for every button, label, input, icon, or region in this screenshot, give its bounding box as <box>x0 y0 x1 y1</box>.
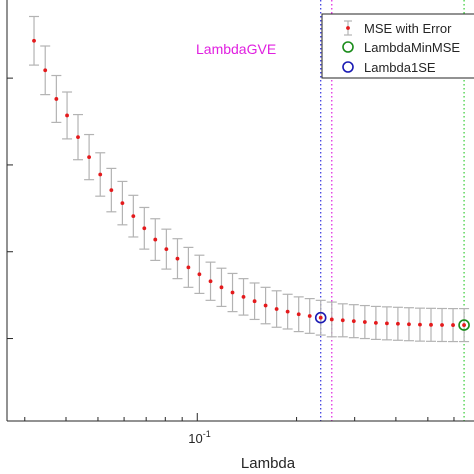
mse-point <box>43 68 48 73</box>
mse-point <box>54 97 59 101</box>
mse-point-group <box>62 91 73 140</box>
mse-point-group <box>437 307 448 343</box>
mse-point-group <box>117 180 128 226</box>
mse-point <box>340 318 345 323</box>
legend-label: MSE with Error <box>364 21 452 36</box>
mse-point <box>451 323 455 327</box>
mse-point-group <box>370 305 381 341</box>
mse-point-group <box>183 246 194 288</box>
mse-point-group <box>293 296 304 333</box>
axes: 10-1 <box>6 0 474 446</box>
mse-point-group <box>139 206 150 250</box>
legend-min-mse-glyph <box>342 41 354 53</box>
mse-point-group <box>448 307 459 343</box>
mse-point <box>329 317 334 322</box>
mse-point-group <box>337 303 348 338</box>
mse-point <box>263 303 268 308</box>
legend-mse-dot <box>346 26 350 30</box>
mse-point <box>109 188 114 193</box>
mse-point-group <box>282 293 293 330</box>
legend-label: Lambda1SE <box>364 60 436 75</box>
mse-point-group <box>128 194 139 238</box>
mse-point-group <box>40 45 51 96</box>
legend-mse-glyph <box>344 20 352 36</box>
mse-point-group <box>73 113 84 161</box>
mse-point-group <box>260 286 271 325</box>
mse-point-group <box>426 307 437 342</box>
mse-point <box>274 307 279 311</box>
mse-point <box>396 321 400 326</box>
mse-point <box>296 312 301 317</box>
mse-point-group <box>271 290 282 328</box>
mse-point <box>407 322 411 327</box>
mse-point-group <box>194 254 205 294</box>
mse-point <box>429 322 433 327</box>
mse-point <box>241 294 246 299</box>
mse-point-group <box>315 299 326 336</box>
mse-point-group <box>381 306 392 341</box>
mse-point <box>462 323 466 327</box>
mse-point <box>418 322 422 327</box>
x-axis-label: Lambda <box>241 455 296 472</box>
lambda-1se-marker <box>314 311 327 324</box>
mse-point-group <box>403 307 414 342</box>
mse-point <box>252 299 257 304</box>
mse-point <box>98 172 103 177</box>
mse-point-group <box>172 238 183 280</box>
mse-point-group <box>161 228 172 270</box>
mse-point-group <box>348 304 359 339</box>
mse-point-group <box>304 298 315 334</box>
mse-point-group <box>29 15 40 66</box>
mse-point-group <box>95 152 106 197</box>
mse-point-group <box>205 261 216 301</box>
mse-point-group <box>414 307 425 342</box>
mse-point <box>87 155 91 160</box>
data-marks <box>29 0 470 421</box>
mse-point <box>76 135 80 140</box>
mse-point <box>175 256 180 261</box>
mse-point <box>65 113 69 118</box>
lambda-min-mse-marker <box>458 319 470 331</box>
x-tick-label: 10-1 <box>188 429 210 446</box>
mse-point <box>32 38 36 43</box>
legend-box <box>321 13 474 79</box>
mse-point-group <box>216 267 227 308</box>
mse-point <box>385 321 389 326</box>
mse-point <box>153 237 158 242</box>
legend-1se-glyph <box>342 61 354 73</box>
mse-point <box>219 285 224 290</box>
mse-point-group <box>84 133 95 181</box>
mse-point-group <box>459 307 470 343</box>
mse-point <box>307 314 312 318</box>
legend: MSE with Error LambdaMinMSE Lambda1SE <box>321 13 474 79</box>
mse-point <box>362 320 367 324</box>
lambda-gve-annotation: LambdaGVE <box>196 41 276 57</box>
mse-point-group <box>249 282 260 321</box>
mse-point <box>318 315 323 320</box>
mse-point-group <box>238 278 249 316</box>
mse-point <box>120 201 125 206</box>
mse-point <box>373 321 378 325</box>
mse-point-group <box>359 304 370 340</box>
mse-point <box>440 323 444 327</box>
mse-point-group <box>392 306 403 341</box>
mse-point-group <box>326 301 337 338</box>
mse-point-group <box>227 272 238 313</box>
mse-point-group <box>51 74 62 123</box>
mse-point <box>197 272 202 277</box>
mse-point <box>186 265 191 270</box>
legend-label: LambdaMinMSE <box>364 40 460 55</box>
mse-point <box>208 279 213 284</box>
mse-point <box>351 319 356 324</box>
mse-point <box>164 247 169 252</box>
mse-point-group <box>106 167 117 213</box>
mse-point <box>131 214 136 219</box>
mse-point-group <box>150 218 161 262</box>
mse-point <box>142 226 147 231</box>
mse-point <box>285 309 290 314</box>
mse-point <box>230 290 235 295</box>
